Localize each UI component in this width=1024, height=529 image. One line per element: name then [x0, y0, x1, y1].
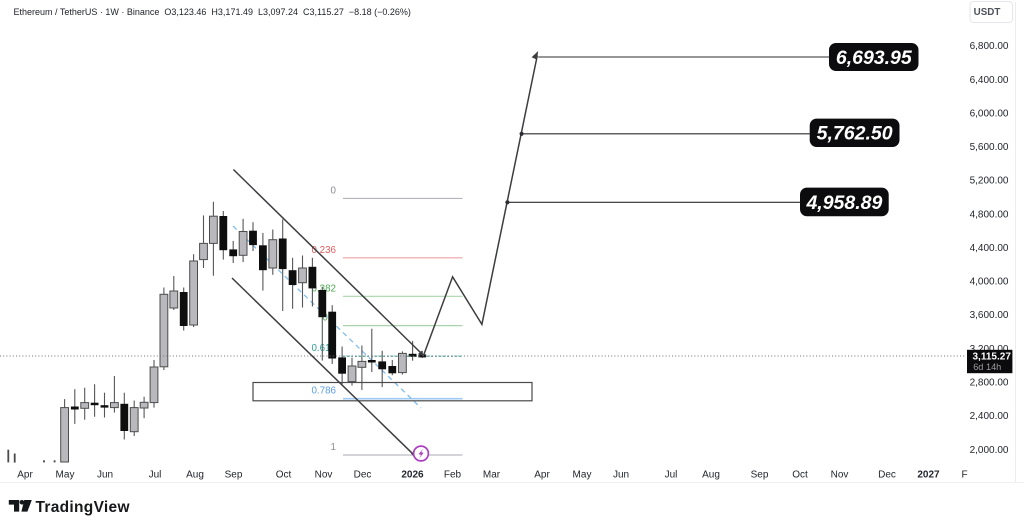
svg-text:5,600.00: 5,600.00	[970, 142, 1009, 153]
svg-text:4,800.00: 4,800.00	[970, 209, 1009, 220]
svg-text:Jun: Jun	[613, 469, 629, 480]
svg-text:0.618: 0.618	[311, 343, 336, 354]
svg-text:0.236: 0.236	[311, 245, 336, 256]
svg-text:2027: 2027	[917, 469, 940, 480]
svg-text:4,000.00: 4,000.00	[970, 277, 1009, 288]
svg-text:F: F	[961, 469, 967, 480]
svg-text:0.786: 0.786	[311, 386, 336, 397]
svg-text:Apr: Apr	[17, 469, 33, 480]
svg-text:1: 1	[331, 442, 336, 453]
svg-text:Jul: Jul	[665, 469, 678, 480]
svg-text:2026: 2026	[401, 469, 424, 480]
svg-text:Mar: Mar	[483, 469, 501, 480]
svg-text:6,400.00: 6,400.00	[970, 75, 1009, 86]
svg-text:6,693.95: 6,693.95	[836, 47, 913, 69]
svg-text:6,000.00: 6,000.00	[970, 109, 1009, 120]
svg-text:TradingView: TradingView	[36, 499, 131, 516]
svg-text:Jul: Jul	[149, 469, 162, 480]
svg-text:Aug: Aug	[702, 469, 720, 480]
svg-text:5,762.50: 5,762.50	[817, 123, 893, 145]
svg-text:6,800.00: 6,800.00	[970, 41, 1009, 52]
svg-text:4,400.00: 4,400.00	[970, 243, 1009, 254]
svg-text:Ethereum / TetherUS · 1W · Bin: Ethereum / TetherUS · 1W · Binance O3,12…	[14, 7, 411, 17]
svg-text:Oct: Oct	[792, 469, 808, 480]
svg-text:Apr: Apr	[534, 469, 550, 480]
svg-text:Dec: Dec	[878, 469, 896, 480]
svg-text:Nov: Nov	[315, 469, 333, 480]
svg-text:Jun: Jun	[97, 469, 113, 480]
svg-text:2,800.00: 2,800.00	[970, 378, 1009, 389]
svg-text:May: May	[56, 469, 75, 480]
svg-text:Dec: Dec	[354, 469, 372, 480]
svg-text:Sep: Sep	[225, 469, 243, 480]
svg-text:5,200.00: 5,200.00	[970, 176, 1009, 187]
svg-text:0.382: 0.382	[311, 283, 336, 294]
svg-text:4,958.89: 4,958.89	[805, 192, 882, 214]
svg-text:3,600.00: 3,600.00	[970, 310, 1009, 321]
svg-text:USDT: USDT	[974, 7, 1001, 18]
svg-text:Oct: Oct	[276, 469, 292, 480]
svg-text:Nov: Nov	[831, 469, 849, 480]
svg-text:3,200.00: 3,200.00	[970, 344, 1009, 355]
svg-text:2,400.00: 2,400.00	[970, 411, 1009, 422]
svg-text:May: May	[573, 469, 592, 480]
svg-text:Aug: Aug	[186, 469, 204, 480]
svg-text:2,000.00: 2,000.00	[970, 445, 1009, 456]
svg-text:6d 14h: 6d 14h	[973, 362, 1001, 372]
svg-text:3,115.27: 3,115.27	[973, 352, 1012, 363]
svg-text:Sep: Sep	[751, 469, 769, 480]
svg-text:0: 0	[331, 185, 337, 196]
svg-text:Feb: Feb	[444, 469, 462, 480]
